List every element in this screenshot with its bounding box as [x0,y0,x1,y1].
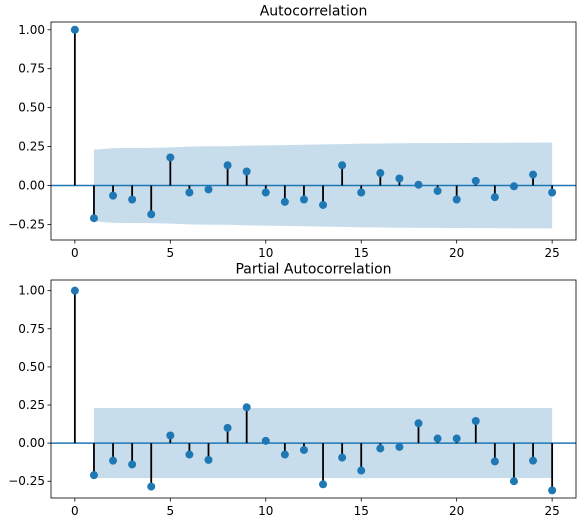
x-tick-label: 0 [71,504,79,518]
marker-lag-14 [338,453,347,462]
marker-lag-5 [166,431,175,440]
y-tick-label: 0.25 [18,398,45,412]
marker-lag-11 [280,197,289,206]
marker-lag-18 [414,180,423,189]
marker-lag-21 [471,176,480,185]
marker-lag-12 [299,195,308,204]
x-tick-label: 0 [71,246,79,260]
marker-lag-14 [338,161,347,170]
marker-lag-20 [452,434,461,443]
marker-lag-4 [147,210,156,219]
marker-lag-19 [433,186,442,195]
marker-lag-1 [89,471,98,480]
marker-lag-24 [529,456,538,465]
x-ticks: 0 5 10 15 20 25 [71,498,560,518]
marker-lag-15 [357,188,366,197]
marker-lag-23 [509,477,518,486]
marker-lag-2 [109,456,118,465]
y-tick-label: 0.50 [18,360,45,374]
x-tick-label: 25 [544,246,559,260]
x-tick-label: 10 [258,246,273,260]
marker-lag-4 [147,482,156,491]
axes-frame [50,279,577,499]
x-ticks: 0 5 10 15 20 25 [71,240,560,260]
marker-lag-3 [128,460,137,469]
y-tick-label: 0.25 [18,140,45,154]
marker-lag-24 [529,170,538,179]
marker-lag-16 [376,444,385,453]
marker-lag-5 [166,153,175,162]
marker-lag-9 [242,167,251,176]
marker-lag-25 [548,188,557,197]
marker-lag-9 [242,403,251,412]
marker-lag-13 [319,200,328,209]
marker-lag-8 [223,423,232,432]
y-tick-label: −0.25 [8,217,45,231]
x-tick-label: 20 [449,246,464,260]
markers-layer [70,25,557,223]
marker-lag-15 [357,466,366,475]
axes-frame [50,21,577,241]
marker-lag-2 [109,191,118,200]
marker-lag-8 [223,161,232,170]
autocorrelation-title: Autocorrelation [260,4,368,20]
autocorrelation-panel: Autocorrelation 0 5 10 15 20 25 −0.25 0.00 0.25… [8,4,577,260]
x-tick-label: 5 [166,504,174,518]
marker-lag-10 [261,188,270,197]
marker-lag-12 [299,445,308,454]
marker-lag-0 [70,25,79,34]
y-tick-label: 1.00 [18,284,45,298]
x-tick-label: 20 [449,504,464,518]
marker-lag-23 [509,182,518,191]
marker-lag-0 [70,286,79,295]
marker-lag-10 [261,436,270,445]
marker-lag-1 [89,214,98,223]
marker-lag-25 [548,486,557,495]
marker-lag-17 [395,174,404,183]
partial-autocorrelation-panel: Partial Autocorrelation 0 5 10 15 20 25 −0.25… [8,262,577,518]
x-tick-label: 10 [258,504,273,518]
marker-lag-7 [204,185,213,194]
x-tick-label: 25 [544,504,559,518]
marker-lag-16 [376,169,385,178]
y-tick-label: 0.50 [18,101,45,115]
marker-lag-7 [204,455,213,464]
marker-lag-21 [471,417,480,426]
marker-lag-17 [395,442,404,451]
y-tick-label: 0.00 [18,436,45,450]
marker-lag-6 [185,450,194,459]
marker-lag-22 [490,457,499,466]
x-tick-label: 15 [354,246,369,260]
y-ticks: −0.25 0.00 0.25 0.50 0.75 1.00 [8,23,51,231]
y-tick-label: 1.00 [18,23,45,37]
y-ticks: −0.25 0.00 0.25 0.50 0.75 1.00 [8,284,51,488]
marker-lag-11 [280,450,289,459]
x-tick-label: 15 [354,504,369,518]
y-tick-label: 0.75 [18,62,45,76]
y-tick-label: 0.75 [18,322,45,336]
marker-lag-13 [319,480,328,489]
y-tick-label: −0.25 [8,474,45,488]
markers-layer [70,286,557,495]
marker-lag-20 [452,195,461,204]
x-tick-label: 5 [166,246,174,260]
y-tick-label: 0.00 [18,179,45,193]
partial-autocorrelation-title: Partial Autocorrelation [235,262,391,278]
marker-lag-19 [433,434,442,443]
marker-lag-22 [490,193,499,202]
marker-lag-18 [414,419,423,428]
marker-lag-6 [185,188,194,197]
marker-lag-3 [128,195,137,204]
